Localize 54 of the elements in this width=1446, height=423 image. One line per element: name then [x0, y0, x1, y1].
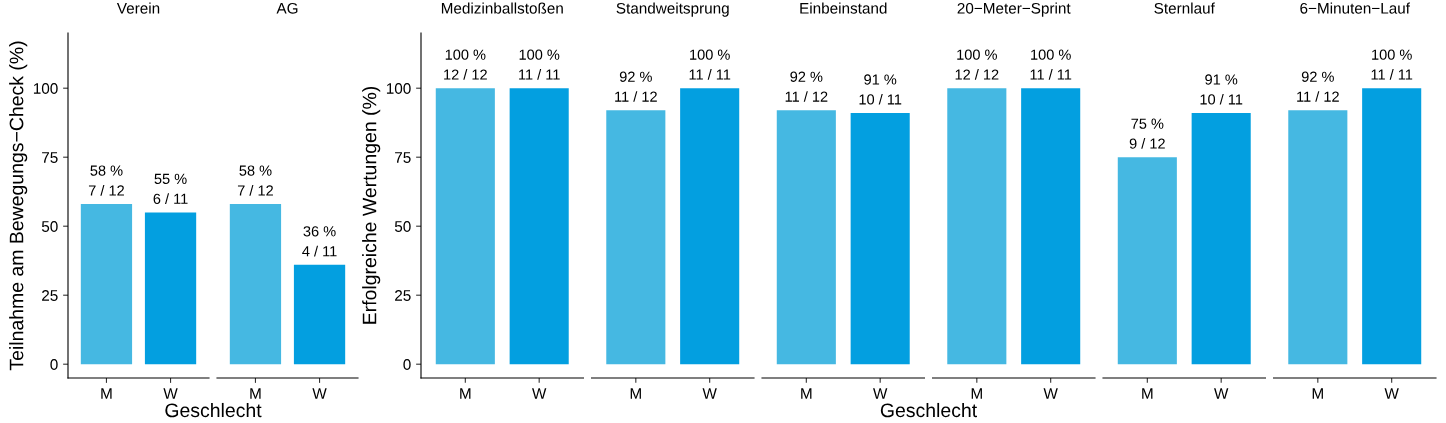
- y-tick-label: 0: [403, 359, 411, 370]
- data-label: 92 % 11 / 12: [1297, 71, 1339, 102]
- x-tick-label: M: [630, 388, 641, 399]
- x-tick-label: M: [1142, 388, 1153, 399]
- chart-title: Verein: [116, 2, 160, 14]
- data-label: 55 % 6 / 11: [153, 173, 188, 204]
- x-tick-label: W: [702, 388, 717, 399]
- data-label: 100 % 11 / 11: [1371, 49, 1413, 80]
- x-tick-label: W: [1384, 388, 1399, 399]
- data-label: 100 % 12 / 12: [955, 49, 999, 80]
- chart-title: 6−Minuten−Lauf: [1300, 2, 1410, 14]
- x-tick-label: W: [873, 388, 888, 399]
- x-tick-label: W: [532, 388, 547, 399]
- y-axis-title: Erfolgreiche Wertungen (%): [362, 86, 381, 324]
- y-tick-label: 50: [41, 221, 58, 232]
- y-tick-label: 25: [395, 290, 411, 301]
- data-label: 100 % 11 / 11: [1030, 49, 1072, 80]
- data-label: 100 % 12 / 12: [444, 49, 487, 80]
- chart-title: 20−Meter−Sprint: [957, 2, 1071, 17]
- x-tick-label: M: [801, 388, 812, 399]
- data-label: 36 % 4 / 11: [302, 226, 337, 257]
- data-label: 92 % 11 / 12: [615, 71, 657, 102]
- chart-title: Sternlauf: [1154, 2, 1215, 14]
- chart-title: AG: [276, 2, 298, 14]
- data-label: 91 % 10 / 11: [1200, 74, 1243, 105]
- x-tick-label: W: [1043, 388, 1058, 399]
- data-label: 91 % 10 / 11: [859, 74, 902, 105]
- x-axis-title: Geschlecht: [880, 402, 977, 418]
- data-label: 75 % 9 / 12: [1129, 118, 1165, 149]
- data-label: 58 % 7 / 12: [88, 165, 124, 196]
- y-tick-label: 0: [50, 359, 58, 370]
- data-label: 100 % 11 / 11: [519, 49, 560, 80]
- x-tick-label: M: [1312, 388, 1323, 399]
- chart-title: Standweitsprung: [616, 2, 729, 17]
- y-tick-label: 75: [395, 152, 411, 163]
- y-axis-title: Teilnahme am Bewegungs−Check (%): [9, 41, 28, 371]
- y-tick-label: 100: [386, 83, 411, 94]
- y-tick-label: 100: [33, 83, 58, 94]
- data-label: 100 % 11 / 11: [689, 49, 731, 80]
- x-tick-label: M: [971, 388, 982, 399]
- x-tick-label: W: [312, 388, 327, 399]
- x-axis-title: Geschlecht: [165, 402, 262, 418]
- x-tick-label: W: [1214, 388, 1229, 399]
- y-tick-label: 75: [42, 152, 58, 163]
- chart-title: Medizinballstoßen: [441, 2, 563, 14]
- x-tick-label: W: [163, 388, 178, 399]
- x-tick-label: M: [460, 388, 471, 399]
- y-tick-label: 50: [394, 221, 411, 232]
- chart-title: Einbeinstand: [800, 2, 887, 14]
- data-label: 92 % 11 / 12: [785, 71, 828, 102]
- x-tick-label: M: [250, 388, 261, 399]
- x-tick-label: M: [101, 388, 112, 399]
- y-tick-label: 25: [42, 290, 58, 301]
- data-label: 58 % 7 / 12: [237, 165, 273, 196]
